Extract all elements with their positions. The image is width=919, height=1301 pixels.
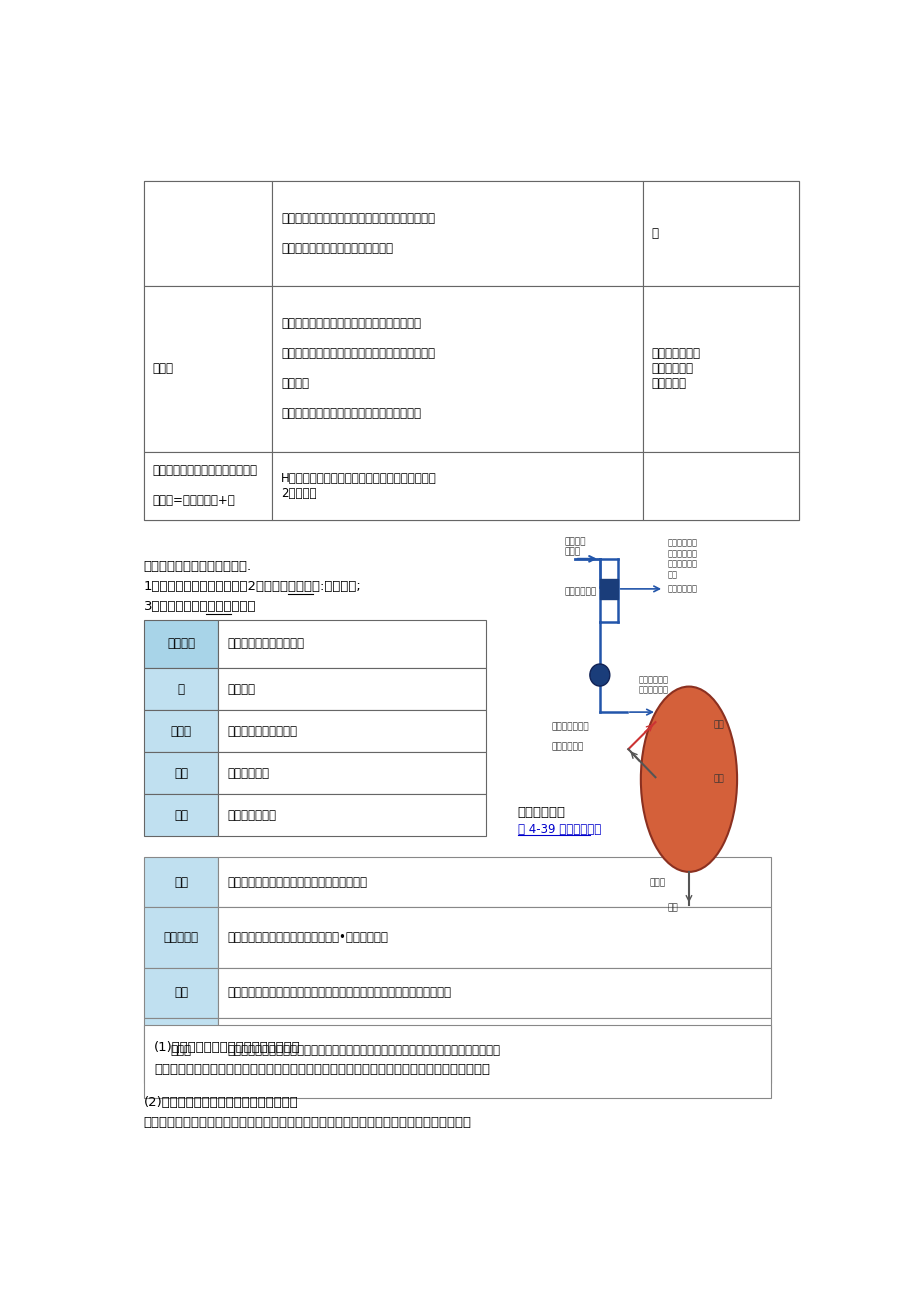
Bar bbox=[218, 667, 485, 710]
Text: 肾单位: 肾单位 bbox=[170, 1043, 191, 1056]
Ellipse shape bbox=[589, 664, 609, 686]
Bar bbox=[143, 451, 272, 520]
Bar bbox=[641, 181, 799, 286]
Bar bbox=[272, 451, 641, 520]
Bar bbox=[599, 579, 617, 598]
Text: 当血液流经肾小球时，血液中的全部的尿素、尿酸，部分水、无机盐、葡萄糖被过滤到肾小囊。: 当血液流经肾小球时，血液中的全部的尿素、尿酸，部分水、无机盐、葡萄糖被过滤到肾小… bbox=[154, 1063, 490, 1076]
Text: 二、体内废物的主要排泄途径.: 二、体内废物的主要排泄途径. bbox=[143, 561, 252, 574]
Bar bbox=[218, 908, 770, 968]
Text: H胞中进行着不断地合成和分解，新旧不断更替。
2存的能量: H胞中进行着不断地合成和分解，新旧不断更替。 2存的能量 bbox=[281, 472, 437, 500]
Text: 3）以尿的形式排出：泌尿系统: 3）以尿的形式排出：泌尿系统 bbox=[143, 601, 255, 613]
Bar bbox=[143, 794, 218, 837]
Text: 图 4-39 肾的过滤过程: 图 4-39 肾的过滤过程 bbox=[517, 822, 600, 835]
Text: 三、泌尿系统: 三、泌尿系统 bbox=[517, 805, 565, 818]
Bar bbox=[143, 908, 218, 968]
Text: 将尿液排出体外: 将尿液排出体外 bbox=[227, 809, 276, 822]
Text: 肾脏: 肾脏 bbox=[174, 876, 187, 889]
Bar bbox=[143, 1025, 770, 1098]
Bar bbox=[143, 968, 218, 1017]
Bar bbox=[143, 286, 272, 451]
Text: 蛋白质: 蛋白质 bbox=[153, 363, 174, 376]
Text: 静脉: 静脉 bbox=[713, 774, 724, 783]
Text: 肾: 肾 bbox=[177, 683, 184, 696]
Text: 尿液: 尿液 bbox=[667, 903, 677, 912]
Text: 小结：三类物质在人体组织纤获得

的能量=消耗的能量+贮: 小结：三类物质在人体组织纤获得 的能量=消耗的能量+贮 bbox=[153, 464, 257, 507]
Text: (1)原尿的形成（肾小球的滤过作用）：: (1)原尿的形成（肾小球的滤过作用）： bbox=[154, 1041, 301, 1054]
Text: 肾的位置在人腰后部脊柱的两侧，有•对，形像蚕豆: 肾的位置在人腰后部脊柱的两侧，有•对，形像蚕豆 bbox=[227, 932, 388, 945]
Bar bbox=[143, 1017, 218, 1082]
Text: 原尿流经肾小管时，原尿中全部的葡萄糖、大部分的水，部分无机盐又被重新吸收同到血液。: 原尿流经肾小管时，原尿中全部的葡萄糖、大部分的水，部分无机盐又被重新吸收同到血液… bbox=[143, 1116, 471, 1129]
Bar bbox=[641, 451, 799, 520]
Bar bbox=[143, 181, 272, 286]
Text: 消化为氨基酸后被小肠所吸收进入循环系统。

一部分在各种组织细胞中又会重新合成人体所特有

的蛋白质

另一些氧化分解供能，也可以合成糖类和脂肪: 消化为氨基酸后被小肠所吸收进入循环系统。 一部分在各种组织细胞中又会重新合成人体… bbox=[281, 317, 435, 420]
Text: 动脉: 动脉 bbox=[713, 721, 724, 730]
Bar bbox=[218, 710, 485, 752]
Bar bbox=[641, 286, 799, 451]
Text: 血液流回静脉: 血液流回静脉 bbox=[667, 584, 697, 593]
Text: 泌尿系统: 泌尿系统 bbox=[166, 637, 195, 650]
Bar bbox=[143, 667, 218, 710]
Bar bbox=[218, 1017, 770, 1082]
Bar bbox=[218, 621, 485, 667]
Text: 运送尿液到膀胱的通道: 运送尿液到膀胱的通道 bbox=[227, 725, 297, 738]
Text: 产生尿液: 产生尿液 bbox=[227, 683, 255, 696]
Text: 结构: 结构 bbox=[174, 986, 187, 999]
Text: 暂时贮存尿液: 暂时贮存尿液 bbox=[227, 766, 268, 779]
Text: 已净化的血液: 已净化的血液 bbox=[550, 743, 583, 752]
Text: 尿道: 尿道 bbox=[174, 809, 187, 822]
Text: 1）以汗液形式排出：皮肤；2）以气体形式排出:呼吸系统;: 1）以汗液形式排出：皮肤；2）以气体形式排出:呼吸系统; bbox=[143, 580, 361, 593]
Ellipse shape bbox=[641, 687, 736, 872]
Text: 外形和位置: 外形和位置 bbox=[164, 932, 199, 945]
Bar bbox=[272, 181, 641, 286]
Text: 二氧化碳、水、
含氮废物（尿
素、尿酸）: 二氧化碳、水、 含氮废物（尿 素、尿酸） bbox=[652, 347, 700, 390]
Text: 另一部分由血液运输到组织细胞贮存起来，需要时

可进行分解，释放出能量供细胞利用: 另一部分由血液运输到组织细胞贮存起来，需要时 可进行分解，释放出能量供细胞利用 bbox=[281, 212, 435, 255]
Bar bbox=[143, 621, 218, 667]
Bar bbox=[272, 286, 641, 451]
Bar bbox=[218, 752, 485, 794]
Text: 含有废物的血液: 含有废物的血液 bbox=[550, 722, 588, 731]
Text: 尿液流经肾盏
再通过输尿管: 尿液流经肾盏 再通过输尿管 bbox=[639, 675, 668, 695]
Bar bbox=[218, 857, 770, 908]
Bar bbox=[218, 794, 485, 837]
Text: (2)尿液的形成（肾小管的重吸收作用）：: (2)尿液的形成（肾小管的重吸收作用）： bbox=[143, 1097, 298, 1110]
Text: 水: 水 bbox=[652, 228, 658, 241]
Text: 输尿管: 输尿管 bbox=[170, 725, 191, 738]
Text: 外层是皮质，内层是髓质，中央是一个空腔，叫肾盂，肾盂和输尿管相连: 外层是皮质，内层是髓质，中央是一个空腔，叫肾盂，肾盂和输尿管相连 bbox=[227, 986, 450, 999]
Bar bbox=[143, 752, 218, 794]
Text: 肾、输尿管、膀胱、尿道: 肾、输尿管、膀胱、尿道 bbox=[227, 637, 303, 650]
Text: 肾脏的基本结构和功能的单位。分为肾小体和肾小管，而肾小体又可分为肾小球和肾小囊: 肾脏的基本结构和功能的单位。分为肾小体和肾小管，而肾小体又可分为肾小球和肾小囊 bbox=[227, 1043, 499, 1056]
Text: 是人体最主要的排泄器官，是形成体液的器官: 是人体最主要的排泄器官，是形成体液的器官 bbox=[227, 876, 367, 889]
Text: 输尿管: 输尿管 bbox=[649, 878, 665, 887]
Text: 有用的物质及
大部分的水分
被重吸收回血
液中: 有用的物质及 大部分的水分 被重吸收回血 液中 bbox=[667, 539, 697, 579]
Text: 由动脉向
来的血: 由动脉向 来的血 bbox=[563, 537, 585, 557]
Bar bbox=[143, 857, 218, 908]
Text: 血液在此过滤: 血液在此过滤 bbox=[563, 587, 596, 596]
Bar bbox=[143, 181, 799, 520]
Bar bbox=[143, 710, 218, 752]
Bar bbox=[218, 968, 770, 1017]
Text: 膀胱: 膀胱 bbox=[174, 766, 187, 779]
